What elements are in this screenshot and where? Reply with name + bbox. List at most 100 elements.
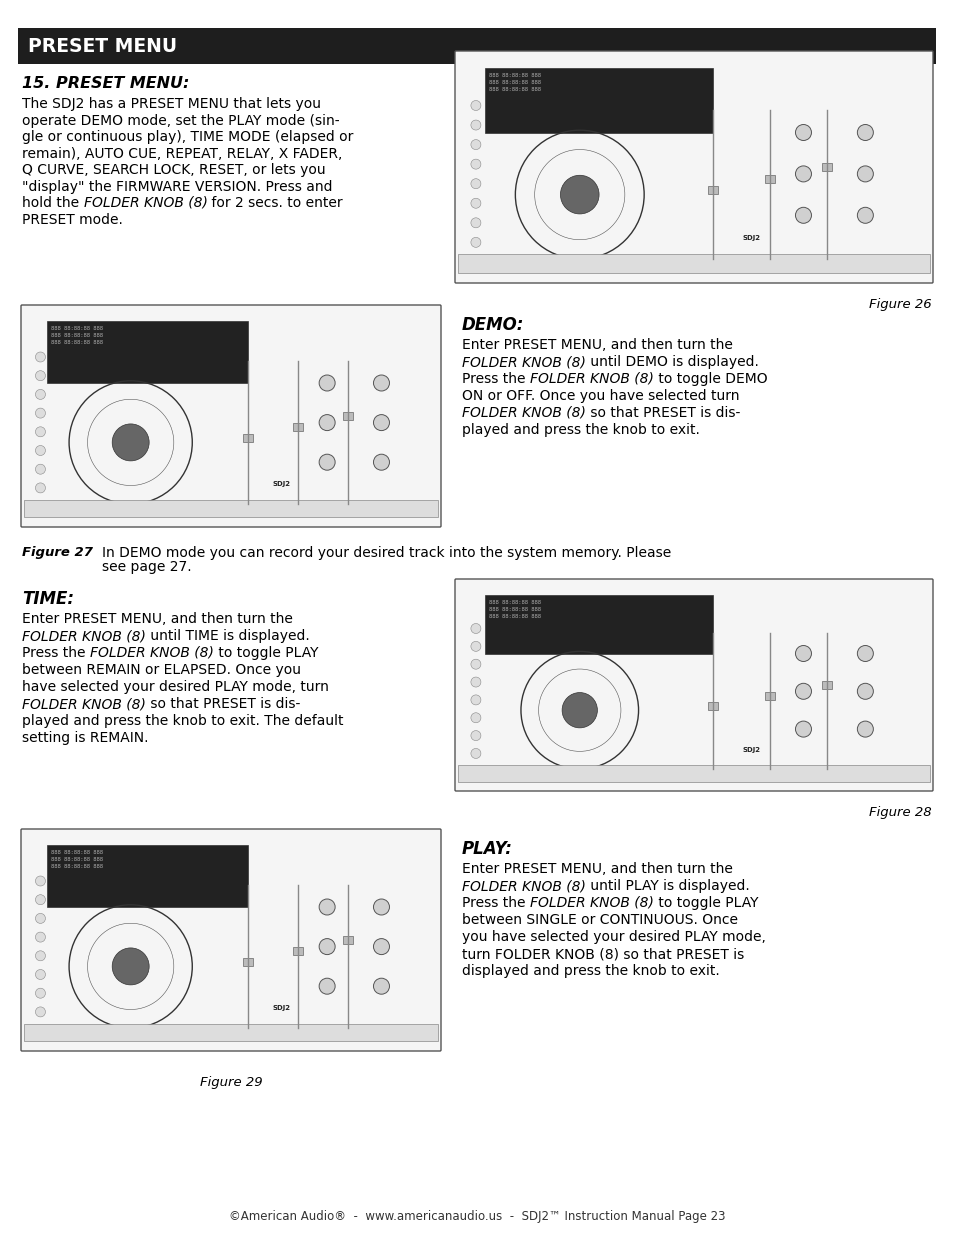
- Circle shape: [795, 125, 811, 141]
- Circle shape: [857, 646, 872, 662]
- Circle shape: [35, 894, 46, 905]
- Bar: [457, 764, 929, 782]
- Text: so that PRESET is dis-: so that PRESET is dis-: [146, 697, 300, 711]
- Text: Enter PRESET MENU, and then turn the: Enter PRESET MENU, and then turn the: [461, 338, 732, 352]
- Circle shape: [471, 677, 480, 687]
- Text: 888 88:88:88 888: 888 88:88:88 888: [51, 864, 103, 869]
- Circle shape: [112, 424, 149, 461]
- Circle shape: [471, 100, 480, 110]
- Bar: [821, 680, 831, 689]
- Circle shape: [857, 125, 872, 141]
- Circle shape: [471, 199, 480, 209]
- Text: played and press the knob to exit. The default: played and press the knob to exit. The d…: [22, 714, 343, 727]
- Circle shape: [373, 899, 389, 915]
- Text: Figure 26: Figure 26: [868, 298, 931, 311]
- Text: FOLDER KNOB (8): FOLDER KNOB (8): [461, 354, 585, 369]
- Text: 888 88:88:88 888: 888 88:88:88 888: [51, 851, 103, 856]
- Circle shape: [795, 207, 811, 224]
- Text: FOLDER KNOB (8): FOLDER KNOB (8): [22, 697, 146, 711]
- Text: FOLDER KNOB (8): FOLDER KNOB (8): [84, 196, 207, 210]
- Text: Press the: Press the: [461, 897, 529, 910]
- Circle shape: [471, 624, 480, 634]
- Circle shape: [471, 140, 480, 149]
- Text: Figure 27: Figure 27: [22, 546, 92, 559]
- Text: 15. PRESET MENU:: 15. PRESET MENU:: [22, 77, 190, 91]
- Circle shape: [857, 721, 872, 737]
- Text: SDJ2: SDJ2: [272, 1005, 290, 1011]
- Text: to toggle PLAY: to toggle PLAY: [213, 646, 318, 659]
- FancyBboxPatch shape: [455, 51, 932, 283]
- Circle shape: [35, 969, 46, 979]
- Bar: [707, 186, 718, 194]
- FancyBboxPatch shape: [21, 305, 440, 527]
- Text: 888 88:88:88 888: 888 88:88:88 888: [488, 600, 540, 605]
- Circle shape: [35, 427, 46, 437]
- Circle shape: [373, 978, 389, 994]
- Circle shape: [471, 659, 480, 669]
- Bar: [821, 163, 831, 170]
- Circle shape: [35, 988, 46, 998]
- Circle shape: [35, 914, 46, 924]
- Text: for 2 secs. to enter: for 2 secs. to enter: [207, 196, 343, 210]
- Text: between REMAIN or ELAPSED. Once you: between REMAIN or ELAPSED. Once you: [22, 663, 301, 677]
- Circle shape: [857, 683, 872, 699]
- Text: Press the: Press the: [461, 372, 529, 387]
- Text: FOLDER KNOB (8): FOLDER KNOB (8): [461, 406, 585, 420]
- Bar: [484, 595, 712, 653]
- Text: so that PRESET is dis-: so that PRESET is dis-: [585, 406, 740, 420]
- Circle shape: [319, 939, 335, 955]
- Text: gle or continuous play), TIME MODE (elapsed or: gle or continuous play), TIME MODE (elap…: [22, 130, 353, 144]
- Bar: [343, 412, 353, 420]
- Circle shape: [471, 713, 480, 722]
- Circle shape: [35, 352, 46, 362]
- Text: played and press the knob to exit.: played and press the knob to exit.: [461, 424, 700, 437]
- Text: remain), AUTO CUE, REPEAT, RELAY, X FADER,: remain), AUTO CUE, REPEAT, RELAY, X FADE…: [22, 147, 342, 161]
- Circle shape: [35, 932, 46, 942]
- Circle shape: [319, 978, 335, 994]
- Bar: [484, 68, 712, 132]
- Text: until PLAY is displayed.: until PLAY is displayed.: [585, 879, 749, 893]
- Circle shape: [471, 159, 480, 169]
- Text: turn FOLDER KNOB (8) so that PRESET is: turn FOLDER KNOB (8) so that PRESET is: [461, 947, 743, 961]
- Circle shape: [35, 389, 46, 399]
- Circle shape: [373, 939, 389, 955]
- Bar: [293, 947, 302, 955]
- Text: you have selected your desired PLAY mode,: you have selected your desired PLAY mode…: [461, 930, 765, 944]
- Text: Enter PRESET MENU, and then turn the: Enter PRESET MENU, and then turn the: [22, 613, 293, 626]
- Text: 888 88:88:88 888: 888 88:88:88 888: [51, 333, 103, 338]
- FancyBboxPatch shape: [455, 579, 932, 790]
- Text: have selected your desired PLAY mode, turn: have selected your desired PLAY mode, tu…: [22, 680, 329, 694]
- Circle shape: [471, 731, 480, 741]
- Text: FOLDER KNOB (8): FOLDER KNOB (8): [22, 629, 146, 643]
- Circle shape: [561, 693, 597, 727]
- Text: In DEMO mode you can record your desired track into the system memory. Please: In DEMO mode you can record your desired…: [102, 546, 671, 559]
- Bar: [18, 28, 935, 64]
- Text: Figure 28: Figure 28: [868, 806, 931, 819]
- Text: Q CURVE, SEARCH LOCK, RESET, or lets you: Q CURVE, SEARCH LOCK, RESET, or lets you: [22, 163, 325, 177]
- Circle shape: [795, 683, 811, 699]
- Text: hold the: hold the: [22, 196, 84, 210]
- Circle shape: [35, 464, 46, 474]
- Text: Enter PRESET MENU, and then turn the: Enter PRESET MENU, and then turn the: [461, 862, 732, 876]
- Text: 888 88:88:88 888: 888 88:88:88 888: [51, 341, 103, 346]
- Circle shape: [559, 175, 598, 214]
- Text: PRESET MENU: PRESET MENU: [28, 37, 177, 56]
- Circle shape: [471, 695, 480, 705]
- Bar: [24, 1024, 437, 1041]
- Text: FOLDER KNOB (8): FOLDER KNOB (8): [461, 879, 585, 893]
- Bar: [457, 254, 929, 273]
- Text: PLAY:: PLAY:: [461, 840, 513, 858]
- Bar: [293, 424, 302, 431]
- Circle shape: [857, 165, 872, 182]
- Text: FOLDER KNOB (8): FOLDER KNOB (8): [529, 897, 653, 910]
- Circle shape: [471, 237, 480, 247]
- Circle shape: [373, 415, 389, 431]
- Text: 888 88:88:88 888: 888 88:88:88 888: [488, 88, 540, 93]
- Bar: [764, 692, 775, 699]
- Text: Figure 29: Figure 29: [199, 1076, 262, 1089]
- Text: to toggle PLAY: to toggle PLAY: [653, 897, 758, 910]
- Text: setting is REMAIN.: setting is REMAIN.: [22, 731, 149, 745]
- Circle shape: [795, 165, 811, 182]
- Bar: [24, 500, 437, 517]
- Bar: [242, 433, 253, 442]
